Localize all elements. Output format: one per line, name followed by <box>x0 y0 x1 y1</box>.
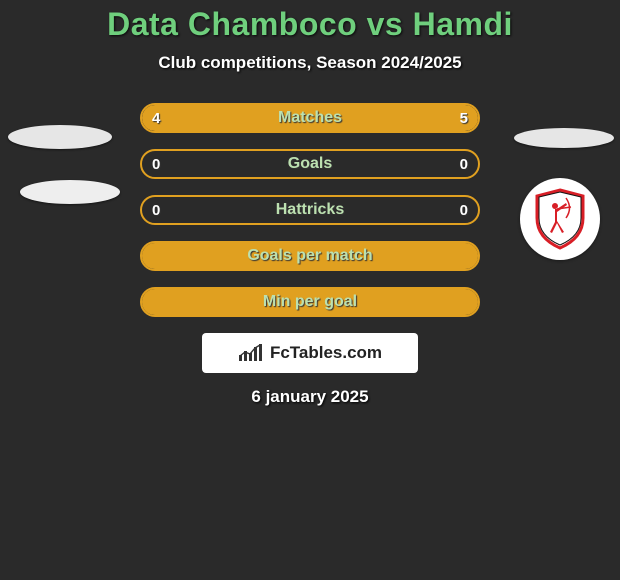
watermark-text: FcTables.com <box>270 343 382 363</box>
date-label: 6 january 2025 <box>0 387 620 407</box>
stat-row-gpm: Goals per match <box>140 241 480 271</box>
stat-value-right: 0 <box>460 202 468 219</box>
stat-label: Matches <box>142 105 478 131</box>
stat-value-right: 5 <box>460 110 468 127</box>
page-title: Data Chamboco vs Hamdi <box>0 6 620 43</box>
stat-label: Goals per match <box>142 243 478 269</box>
stat-label: Min per goal <box>142 289 478 315</box>
comparison-infographic: Data Chamboco vs Hamdi Club competitions… <box>0 0 620 407</box>
stat-row-hattricks: 0 Hattricks 0 <box>140 195 480 225</box>
stat-label: Hattricks <box>142 197 478 223</box>
watermark-badge: FcTables.com <box>202 333 418 373</box>
stat-value-right: 0 <box>460 156 468 173</box>
stat-row-mpg: Min per goal <box>140 287 480 317</box>
bars-icon <box>238 343 266 363</box>
page-subtitle: Club competitions, Season 2024/2025 <box>0 53 620 73</box>
player-left-avatar-1 <box>8 125 112 149</box>
stat-label: Goals <box>142 151 478 177</box>
stat-bars: 4 Matches 5 0 Goals 0 0 Hattricks 0 Goal… <box>140 103 480 317</box>
stat-row-goals: 0 Goals 0 <box>140 149 480 179</box>
player-right-avatar-1 <box>514 128 614 148</box>
stat-row-matches: 4 Matches 5 <box>140 103 480 133</box>
player-right-crest <box>520 178 600 260</box>
player-left-avatar-2 <box>20 180 120 204</box>
shield-icon <box>533 188 587 250</box>
